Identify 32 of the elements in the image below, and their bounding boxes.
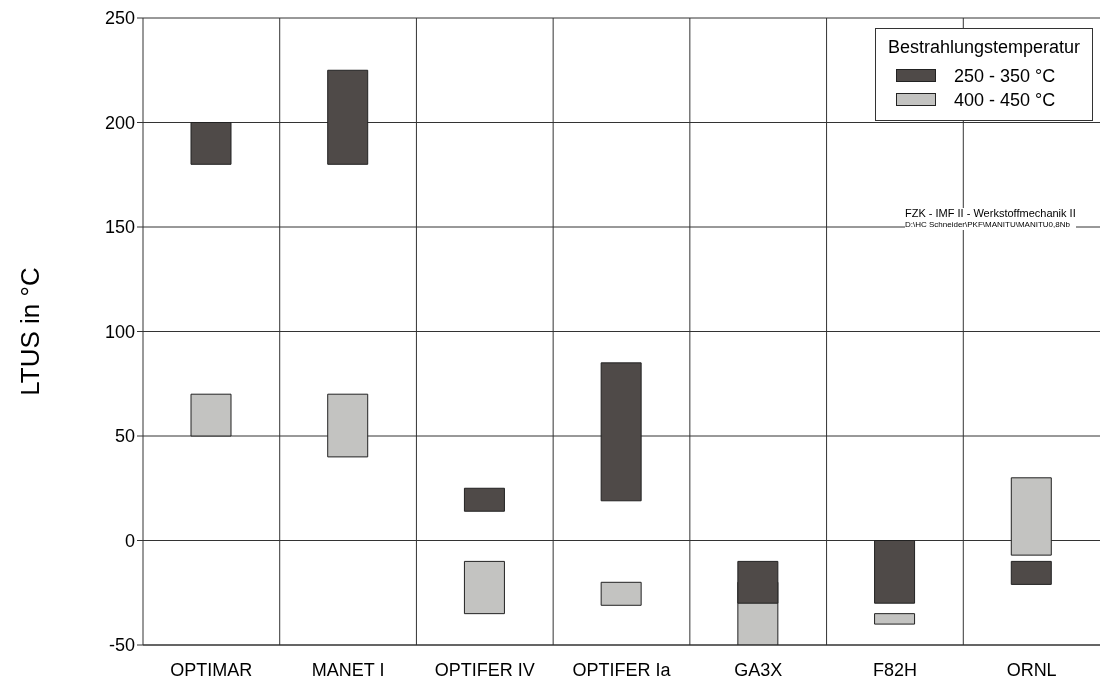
bar [600, 581, 642, 606]
bar [463, 487, 505, 512]
bar [463, 560, 505, 615]
y-tick-label: 150 [104, 217, 135, 238]
bar [600, 362, 642, 502]
legend-title: Bestrahlungstemperatur [887, 37, 1080, 58]
x-tick-label: GA3X [734, 659, 783, 680]
bar [1010, 477, 1052, 556]
x-tick-label: OPTIFER Ia [572, 659, 672, 680]
bar [190, 393, 232, 437]
bar [874, 613, 916, 625]
bar [1010, 560, 1052, 585]
legend-label: 400 - 450 °C [953, 89, 1056, 112]
x-tick-label: F82H [872, 659, 917, 680]
x-tick-label: OPTIMAR [170, 659, 253, 680]
bar [874, 540, 916, 604]
bar [327, 69, 369, 165]
y-tick-label: 0 [124, 530, 135, 551]
x-tick-label: ORNL [1006, 659, 1057, 680]
x-tick-label: OPTIFER IV [434, 659, 535, 680]
y-tick-label: -50 [108, 635, 135, 656]
x-tick-label: MANET I [311, 659, 385, 680]
y-tick-label: 250 [104, 8, 135, 29]
annotation: D:\HC Schneider\PKF\MANITU\MANITU0,8Nb [905, 219, 1071, 230]
bar [190, 122, 232, 165]
bar [327, 393, 369, 458]
annotation: FZK - IMF II - Werkstoffmechanik II [905, 207, 1076, 219]
y-axis-title: LTUS in °C [15, 267, 46, 396]
y-tick-label: 200 [104, 112, 135, 133]
y-tick-label: 100 [104, 321, 135, 342]
legend-label: 250 - 350 °C [953, 65, 1056, 88]
y-tick-label: 50 [114, 426, 135, 447]
